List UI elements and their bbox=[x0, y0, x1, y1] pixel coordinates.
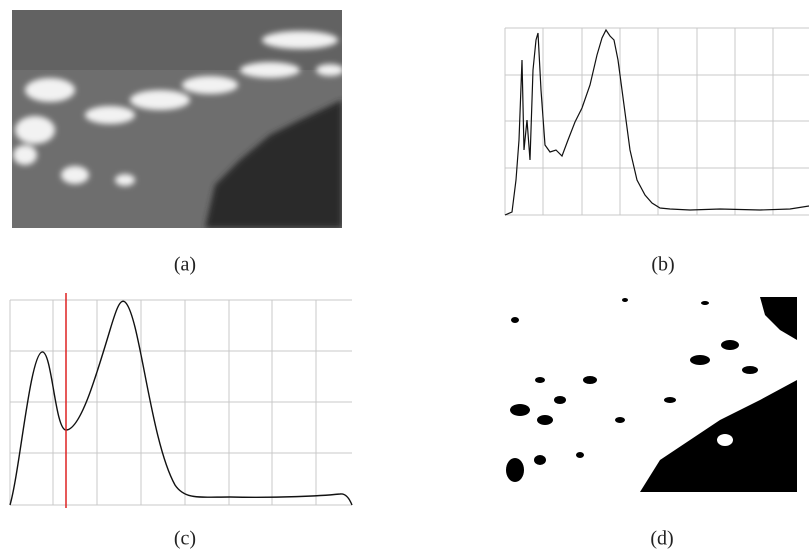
smoothed-grid bbox=[9, 299, 352, 506]
panel-label: (b) bbox=[651, 254, 674, 276]
panel-label: (a) bbox=[174, 254, 196, 276]
panel-label: (c) bbox=[174, 528, 196, 550]
histogram-curve bbox=[504, 28, 809, 216]
satellite-image bbox=[12, 10, 342, 228]
smoothed-curve bbox=[9, 300, 353, 506]
panel-label: (d) bbox=[650, 528, 673, 550]
histogram-grid bbox=[504, 27, 809, 216]
binary-image bbox=[505, 297, 797, 492]
